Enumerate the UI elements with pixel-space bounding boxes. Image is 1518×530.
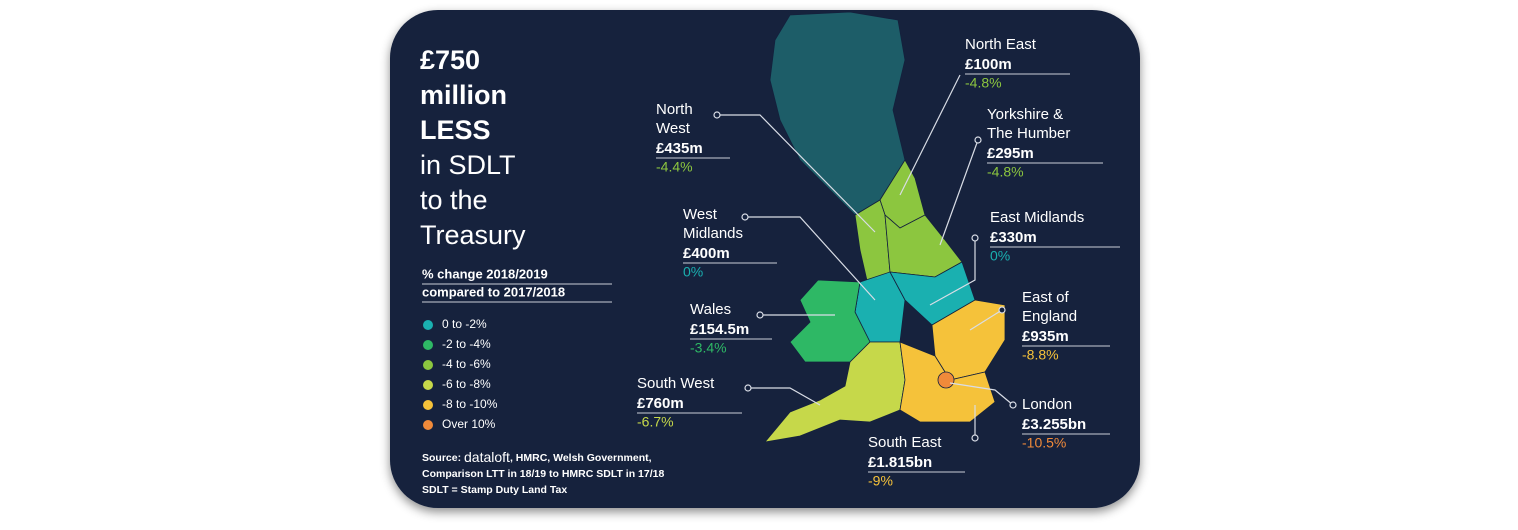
headline-bold: £750 xyxy=(420,45,480,75)
legend-swatch xyxy=(423,380,433,390)
legend-swatch xyxy=(423,400,433,410)
source-brand: dataloft xyxy=(464,449,510,465)
headline-light: to the xyxy=(420,185,488,215)
wales xyxy=(789,279,871,363)
region-change: -3.4% xyxy=(690,340,727,356)
leader xyxy=(748,387,821,406)
region-change: -4.8% xyxy=(987,164,1024,180)
region-amount: £1.815bn xyxy=(868,454,932,471)
region-change: -8.8% xyxy=(1022,347,1059,363)
region-change: -9% xyxy=(868,473,893,489)
legend-swatch xyxy=(423,340,433,350)
leader-dot xyxy=(741,213,749,221)
region-name: Midlands xyxy=(683,225,743,242)
region-amount: £154.5m xyxy=(690,321,749,338)
headline-light: in SDLT xyxy=(420,150,516,180)
region-change: -4.4% xyxy=(656,159,693,175)
region-amount: £330m xyxy=(990,229,1037,246)
region-amount: £435m xyxy=(656,140,703,157)
leader xyxy=(929,238,976,306)
london xyxy=(937,371,955,389)
headline-bold: LESS xyxy=(420,115,491,145)
region-amount: £3.255bn xyxy=(1022,416,1086,433)
legend-swatch xyxy=(423,420,433,430)
legend-title: compared to 2017/2018 xyxy=(422,284,565,299)
leader xyxy=(949,382,1014,406)
region-name: The Humber xyxy=(987,125,1070,142)
region-amount: £760m xyxy=(637,395,684,412)
leader xyxy=(969,309,1003,331)
region-name: England xyxy=(1022,308,1077,325)
leader-dot xyxy=(998,306,1006,314)
headline-bold: million xyxy=(420,80,507,110)
region-change: 0% xyxy=(683,264,703,280)
region-name: South East xyxy=(868,434,942,451)
legend-label: -4 to -6% xyxy=(442,357,491,371)
region-name: London xyxy=(1022,396,1072,413)
region-name: Yorkshire & xyxy=(987,106,1063,123)
leader-dot xyxy=(974,136,982,144)
region-name: East of xyxy=(1022,289,1070,306)
region-name: Wales xyxy=(690,301,731,318)
leader-dot xyxy=(713,111,721,119)
leader-dot xyxy=(1009,401,1017,409)
legend-label: -6 to -8% xyxy=(442,377,491,391)
region-name: West xyxy=(656,120,691,137)
legend-label: -2 to -4% xyxy=(442,337,491,351)
leaders xyxy=(713,74,1017,442)
source-line: Source: dataloft, HMRC, Welsh Government… xyxy=(422,449,652,465)
leader-dot xyxy=(744,384,752,392)
leader xyxy=(717,114,876,233)
leader-dot xyxy=(971,234,979,242)
legend-label: Over 10% xyxy=(442,417,496,431)
legend-title: % change 2018/2019 xyxy=(422,266,548,281)
region-name: North East xyxy=(965,36,1037,53)
region-change: -6.7% xyxy=(637,414,674,430)
headline-light: Treasury xyxy=(420,220,526,250)
leader xyxy=(939,139,979,246)
region-amount: £400m xyxy=(683,245,730,262)
source-line: Comparison LTT in 18/19 to HMRC SDLT in … xyxy=(422,468,664,480)
leader xyxy=(745,216,876,301)
region-change: 0% xyxy=(990,248,1010,264)
map xyxy=(763,11,1006,443)
source-prefix: Source: xyxy=(422,452,461,464)
leader-dot xyxy=(756,311,764,319)
source-rest: , HMRC, Welsh Government, xyxy=(510,452,652,464)
region-name: West xyxy=(683,206,718,223)
region-amount: £295m xyxy=(987,145,1034,162)
leader-dot xyxy=(971,434,979,442)
region-change: -4.8% xyxy=(965,75,1002,91)
region-name: North xyxy=(656,101,693,118)
source-line: SDLT = Stamp Duty Land Tax xyxy=(422,484,567,496)
region-change: -10.5% xyxy=(1022,435,1066,451)
legend-swatch xyxy=(423,360,433,370)
region-name: East Midlands xyxy=(990,209,1084,226)
legend-swatch xyxy=(423,320,433,330)
legend-label: -8 to -10% xyxy=(442,397,498,411)
legend-label: 0 to -2% xyxy=(442,317,487,331)
region-name: South West xyxy=(637,375,715,392)
region-amount: £100m xyxy=(965,56,1012,73)
region-amount: £935m xyxy=(1022,328,1069,345)
leader xyxy=(899,74,961,196)
